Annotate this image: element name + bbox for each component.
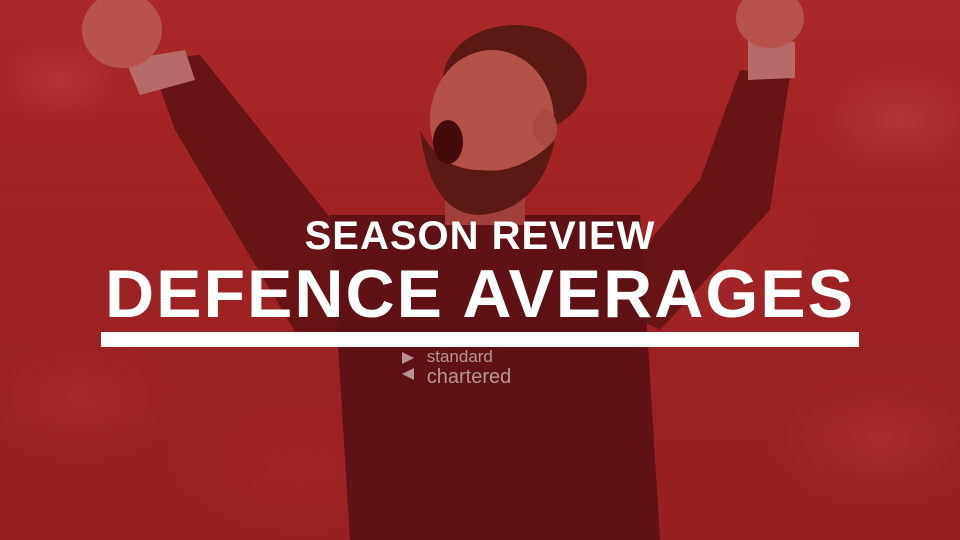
sponsor-line-1: standard <box>426 347 493 366</box>
sponsor-line-2: chartered <box>426 366 512 388</box>
title-underline-rule <box>101 332 859 347</box>
sponsor-mark-icon <box>402 352 414 380</box>
shirt-sponsor-logo: standard chartered <box>400 348 511 388</box>
banner-title: DEFENCE AVERAGES <box>105 256 855 332</box>
banner-subtitle: SEASON REVIEW <box>304 214 656 258</box>
